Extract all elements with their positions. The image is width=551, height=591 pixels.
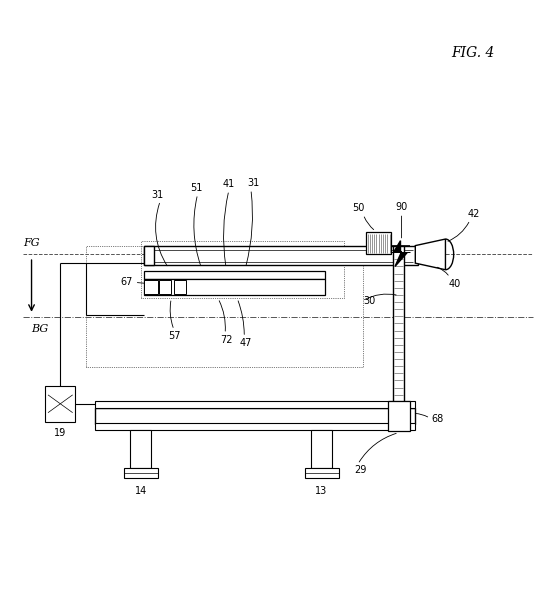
Text: 41: 41 (223, 179, 235, 189)
Bar (87, 246, 363, 367)
Text: 30: 30 (363, 296, 375, 306)
Text: 13: 13 (315, 486, 328, 496)
Text: 31: 31 (247, 178, 260, 188)
Text: 31: 31 (152, 190, 164, 200)
Bar (144, 246, 154, 265)
Text: 68: 68 (432, 414, 444, 424)
Polygon shape (415, 239, 445, 269)
Bar (305, 468, 338, 478)
Text: FG: FG (23, 238, 40, 248)
Bar (144, 279, 325, 296)
Text: 14: 14 (134, 486, 147, 496)
Bar (366, 232, 391, 254)
Bar (388, 401, 410, 431)
Polygon shape (394, 241, 407, 267)
Bar (311, 430, 332, 468)
Text: 90: 90 (396, 202, 408, 212)
Bar (95, 423, 415, 430)
Text: 42: 42 (467, 209, 480, 219)
Text: 51: 51 (190, 183, 202, 193)
Text: 50: 50 (353, 203, 365, 213)
Bar (95, 401, 415, 408)
Bar (144, 280, 158, 294)
Text: 29: 29 (354, 466, 366, 475)
Bar (159, 280, 171, 294)
Bar (45, 386, 75, 421)
Text: 40: 40 (448, 279, 461, 289)
Bar (130, 430, 151, 468)
Text: 72: 72 (220, 335, 233, 345)
Bar (144, 271, 325, 279)
Bar (123, 468, 158, 478)
Text: BG: BG (31, 324, 49, 334)
Bar (393, 246, 404, 421)
Text: 47: 47 (239, 338, 252, 348)
Text: FIG. 4: FIG. 4 (451, 46, 494, 60)
Bar (144, 246, 418, 265)
Bar (174, 280, 186, 294)
Text: 19: 19 (54, 428, 67, 438)
Text: 57: 57 (168, 331, 180, 341)
Bar (95, 408, 415, 424)
Text: 67: 67 (121, 277, 133, 287)
Bar (141, 241, 344, 298)
